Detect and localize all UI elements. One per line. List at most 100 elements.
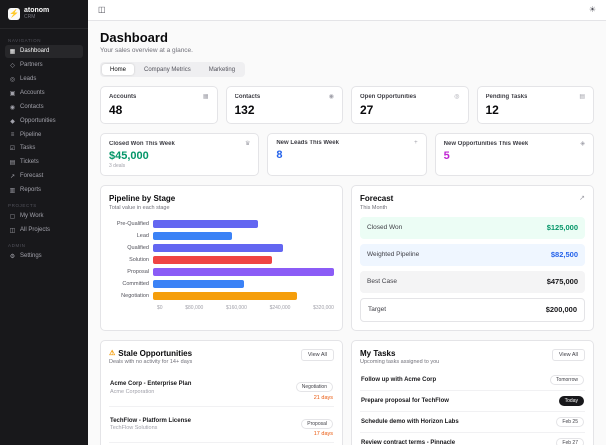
logo-text: atonom CRM [24, 7, 49, 21]
chart-bar-row: Qualified [109, 242, 334, 254]
tasks-panel-header: My Tasks Upcoming tasks assigned to you … [360, 348, 585, 365]
sidebar-item-my-work[interactable]: ▢ My Work [5, 210, 83, 223]
tab-home[interactable]: Home [102, 64, 135, 76]
task-row[interactable]: Prepare proposal for TechFlow Today [360, 390, 585, 411]
week-card-new-leads-this-week: New Leads This Week +8 [267, 133, 427, 177]
sidebar-item-label: Settings [20, 253, 42, 260]
kpi-card-open-opportunities: Open Opportunities ◎ 27 [351, 86, 469, 125]
sidebar-item-label: Dashboard [20, 48, 50, 55]
chart-axis-tick: $160,000 [226, 304, 247, 311]
sidebar-item-partners[interactable]: ◇ Partners [5, 59, 83, 72]
kpi-label: Open Opportunities [360, 93, 417, 100]
tasks-view-all-button[interactable]: View All [551, 348, 585, 361]
tab-marketing[interactable]: Marketing [208, 66, 236, 73]
pipeline-subtitle: Total value in each stage [109, 204, 170, 211]
pipeline-panel-header: Pipeline by Stage Total value in each st… [109, 194, 334, 211]
leads-icon: ◎ [9, 76, 16, 83]
chart-category-label: Qualified [127, 244, 149, 251]
forecast-row-value: $200,000 [545, 305, 577, 315]
kpi-card-top: Pending Tasks ▤ [485, 93, 586, 101]
stale-opportunity-row[interactable]: Acme Corp - Enterprise Plan Acme Corporat… [109, 370, 334, 406]
chart-bar [153, 279, 244, 288]
task-label: Follow up with Acme Corp [361, 377, 437, 384]
sidebar-item-label: All Projects [20, 227, 51, 234]
chart-track [153, 279, 334, 288]
stale-opportunity-row[interactable]: TechFlow - Platform License TechFlow Solu… [109, 405, 334, 443]
forecast-row-target: Target $200,000 [360, 297, 585, 322]
sidebar-toggle-icon[interactable]: ◫ [98, 5, 106, 14]
sidebar-item-contacts[interactable]: ◉ Contacts [5, 101, 83, 114]
sidebar-item-label: My Work [20, 213, 44, 220]
chart-track [153, 255, 334, 264]
stale-panel-header: ⚠ Stale Opportunities Deals with no acti… [109, 348, 334, 365]
kpi-value: 48 [109, 103, 123, 118]
opportunity-meta: Proposal 17 days [301, 412, 333, 437]
forecast-row-value: $475,000 [546, 277, 578, 287]
sidebar-item-label: Contacts [20, 104, 44, 111]
opportunity-name: TechFlow - Platform License [110, 417, 191, 424]
sidebar-item-opportunities[interactable]: ◆ Opportunities [5, 115, 83, 128]
my-work-icon: ▢ [9, 213, 16, 220]
kpi-card-pending-tasks: Pending Tasks ▤ 12 [476, 86, 594, 125]
week-stat-value: 8 [276, 149, 283, 162]
opportunities-icon: ◆ [10, 118, 15, 125]
chart-axis-tick: $240,000 [269, 304, 291, 311]
task-row[interactable]: Schedule demo with Horizon Labs Feb 25 [360, 411, 585, 432]
dashboard-content: Dashboard Your sales overview at a glanc… [88, 21, 606, 445]
topbar: ◫ ☀ [88, 0, 606, 21]
week-stat-label: Closed Won This Week [109, 140, 175, 147]
sidebar-item-accounts[interactable]: ▣ Accounts [5, 87, 83, 100]
forecast-row-label: Weighted Pipeline [367, 251, 420, 259]
stale-opportunity-row[interactable]: Pinnacle - Annual SubscriptionPinnacle I… [109, 442, 334, 445]
forecast-row-weighted-pipeline: Weighted Pipeline $82,500 [360, 243, 585, 266]
logo-sub: CRM [24, 14, 36, 21]
all-projects-icon: ◫ [9, 227, 16, 234]
chart-category-label: Committed [122, 280, 149, 287]
kpi-card-accounts: Accounts ▦ 48 [100, 86, 218, 125]
tab-company-metrics[interactable]: Company Metrics [144, 66, 191, 73]
kpi-card-top: Contacts ◉ [235, 93, 335, 101]
chart-track [153, 291, 334, 300]
sidebar-item-label: Opportunities [20, 118, 56, 125]
stale-opportunities-panel: ⚠ Stale Opportunities Deals with no acti… [100, 339, 343, 445]
stale-view-all-button[interactable]: View All [300, 348, 334, 361]
logo: ⚡ atonom CRM [0, 0, 88, 29]
chart-bar-row: Committed [109, 278, 334, 290]
sidebar-item-reports[interactable]: ▥ Reports [5, 184, 83, 197]
task-label: Schedule demo with Horizon Labs [361, 419, 459, 426]
days-stale-label: 21 days [313, 394, 333, 401]
sidebar-item-dashboard[interactable]: ▦ Dashboard [5, 44, 83, 58]
theme-toggle-icon[interactable]: ☀ [588, 5, 596, 14]
kpi-row: Accounts ▦ 48 Contacts ◉ 132 Open Opportunitie… [100, 86, 594, 125]
contacts-icon: ◉ [9, 104, 16, 111]
sidebar-item-forecast[interactable]: ↗ Forecast [5, 170, 83, 183]
chart-bar [153, 219, 258, 228]
forecast-row-best-case: Best Case $475,000 [360, 270, 585, 293]
sidebar-item-all-projects[interactable]: ◫ All Projects [5, 224, 83, 237]
forecast-panel-header: Forecast This Month ↗ [360, 194, 585, 211]
kpi-label: Pending Tasks [485, 93, 528, 100]
task-row[interactable]: Follow up with Acme Corp Tomorrow [360, 370, 585, 390]
due-date-badge: Tomorrow [550, 375, 584, 386]
chart-bar [153, 243, 284, 252]
sidebar-item-label: Tickets [20, 159, 39, 166]
sidebar-item-tickets[interactable]: ▤ Tickets [5, 156, 83, 169]
task-row[interactable]: Review contract terms - Pinnacle Feb 27 [360, 432, 585, 445]
due-date-badge: Today [558, 396, 584, 407]
sidebar-item-tasks[interactable]: ☑ Tasks [5, 142, 83, 155]
chart-axis-tick: $80,000 [185, 304, 204, 311]
opportunity-info: TechFlow - Platform License TechFlow Solu… [110, 418, 191, 432]
sidebar-item-settings[interactable]: ⚙ Settings [5, 250, 83, 263]
opportunity-company: TechFlow Solutions [110, 425, 158, 432]
forecast-row-value: $82,500 [550, 250, 578, 260]
kpi-value: 132 [234, 103, 255, 118]
sidebar-item-label: Forecast [20, 173, 44, 180]
page-subtitle: Your sales overview at a glance. [100, 47, 193, 55]
sidebar-item-pipeline[interactable]: ≡ Pipeline [5, 129, 83, 141]
sidebar-item-leads[interactable]: ◎ Leads [5, 73, 83, 86]
sidebar: ⚡ atonom CRM Navigation ▦ Dashboard ◇ Partne… [0, 0, 88, 445]
week-card-new-opportunities-this-week: New Opportunities This Week ◈ 5 [434, 133, 594, 177]
stale-opportunities-list: Acme Corp - Enterprise Plan Acme Corporat… [109, 370, 334, 445]
chart-bar [153, 267, 334, 276]
sidebar-item-label: Tasks [20, 145, 36, 152]
